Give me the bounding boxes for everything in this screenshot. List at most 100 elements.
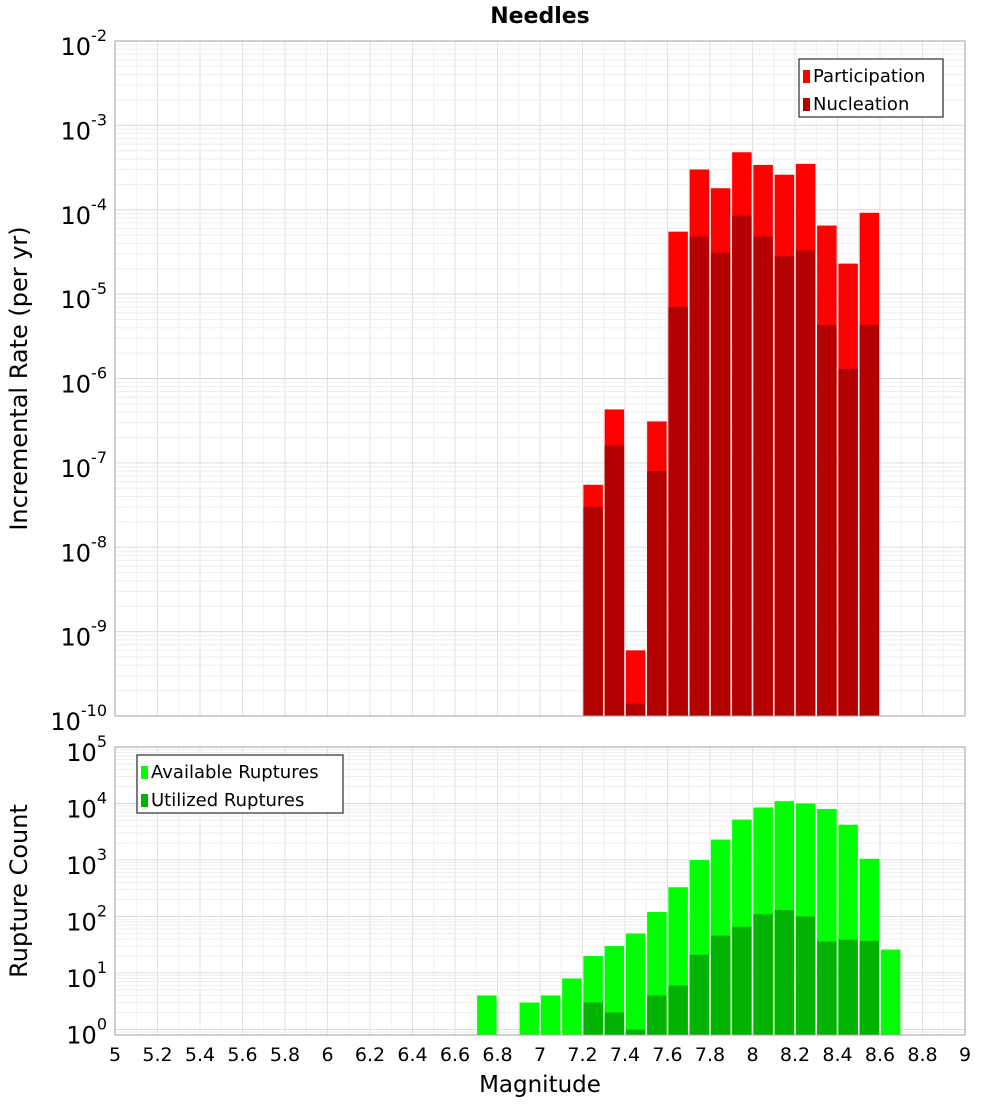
- y-tick-base: 10: [61, 286, 92, 314]
- y-tick-base: 10: [61, 202, 92, 230]
- y-tick-exponent: -3: [91, 110, 107, 129]
- x-tick-label: 5.6: [227, 1044, 257, 1066]
- legend-label: Participation: [813, 66, 925, 87]
- bar: [838, 368, 858, 716]
- x-axis-label: Magnitude: [479, 1072, 601, 1098]
- bar: [668, 985, 688, 1035]
- bar: [817, 941, 837, 1035]
- legend-label: Nucleation: [813, 94, 909, 115]
- y-tick-label: 10-2: [61, 26, 108, 61]
- legend: Available Ruptures Utilized Ruptures: [136, 754, 344, 814]
- bar: [732, 926, 752, 1035]
- y-tick-exponent: 0: [97, 1015, 107, 1034]
- y-tick-exponent: 5: [97, 732, 107, 751]
- y-tick-base: 10: [61, 371, 92, 399]
- y-tick-base: 10: [66, 909, 97, 937]
- legend-label: Available Ruptures: [151, 762, 319, 783]
- x-tick-label: 6: [321, 1044, 333, 1066]
- x-tick-label: 6.6: [440, 1044, 470, 1066]
- y-tick-label: 101: [66, 958, 107, 993]
- rate-panel: 10-1010-910-810-710-610-510-410-310-2Inc…: [5, 4, 966, 736]
- bar: [732, 215, 752, 717]
- bar: [859, 325, 880, 716]
- bar: [838, 939, 858, 1035]
- y-tick-label: 102: [66, 902, 107, 937]
- bar: [689, 954, 710, 1035]
- y-axis-label: Incremental Rate (per yr): [5, 226, 33, 530]
- x-tick-label: 5.4: [185, 1044, 215, 1066]
- y-tick-exponent: 4: [97, 789, 107, 808]
- legend: Participation Nucleation: [798, 58, 944, 118]
- y-tick-base: 10: [61, 455, 92, 483]
- y-tick-base: 10: [66, 852, 97, 880]
- bar: [540, 995, 561, 1035]
- x-tick-label: 5: [109, 1044, 121, 1066]
- bar: [625, 703, 646, 716]
- x-tick-label: 8.4: [822, 1044, 852, 1066]
- bar: [689, 236, 710, 716]
- bar: [668, 307, 688, 716]
- legend-box: [136, 754, 344, 814]
- bar: [880, 949, 901, 1035]
- bar: [753, 236, 773, 716]
- y-tick-base: 10: [50, 708, 81, 736]
- legend-swatch: [141, 766, 148, 779]
- x-tick-label: 8.2: [780, 1044, 810, 1066]
- chart-title: Needles: [490, 4, 590, 29]
- bar: [753, 914, 773, 1035]
- x-tick-label: 8.8: [907, 1044, 937, 1066]
- bar: [583, 506, 603, 716]
- x-tick-label: 5.2: [142, 1044, 172, 1066]
- x-tick-labels: 5 5.2 5.4 5.6 5.8 6 6.2 6.4 6.6 6.8 7 7.2 7.4 7.6 7.8 8…: [109, 1044, 971, 1066]
- bar: [625, 1029, 646, 1035]
- y-tick-base: 10: [61, 33, 92, 61]
- y-tick-label: 100: [66, 1015, 107, 1050]
- y-tick-label: 10-7: [61, 448, 108, 483]
- plot-frame: [114, 40, 966, 717]
- y-tick-label: 10-6: [61, 364, 108, 399]
- y-tick-base: 10: [61, 539, 92, 567]
- bar: [774, 910, 795, 1035]
- y-tick-label: 10-8: [61, 532, 108, 567]
- bar: [477, 995, 497, 1035]
- bar: [859, 940, 880, 1035]
- y-tick-base: 10: [66, 739, 97, 767]
- bar: [625, 650, 646, 716]
- bar: [710, 935, 731, 1035]
- bar: [795, 250, 816, 717]
- x-tick-label: 7: [534, 1044, 546, 1066]
- y-tick-exponent: -6: [91, 364, 107, 383]
- bar: [583, 1002, 603, 1035]
- x-tick-label: 6.4: [397, 1044, 427, 1066]
- legend-label: Utilized Ruptures: [151, 790, 304, 811]
- y-tick-label: 10-5: [61, 279, 108, 314]
- bar: [604, 445, 625, 716]
- y-tick-label: 10-4: [61, 195, 108, 230]
- y-tick-base: 10: [61, 117, 92, 145]
- y-tick-exponent: -5: [91, 279, 107, 298]
- series-nucleation: [583, 215, 880, 717]
- legend-swatch: [141, 794, 148, 807]
- y-tick-label: 10-9: [61, 617, 108, 652]
- bar: [817, 325, 837, 716]
- x-tick-label: 8.6: [865, 1044, 895, 1066]
- grid-lines: [114, 746, 966, 1036]
- bar: [519, 1002, 540, 1035]
- x-tick-label: 7.2: [567, 1044, 597, 1066]
- y-tick-base: 10: [66, 1022, 97, 1050]
- bar: [647, 471, 667, 716]
- y-axis-label: Rupture Count: [5, 804, 33, 978]
- y-tick-exponent: -4: [91, 195, 107, 214]
- y-tick-base: 10: [66, 796, 97, 824]
- y-tick-exponent: 2: [97, 902, 107, 921]
- y-tick-label: 10-3: [61, 110, 108, 145]
- bar: [795, 916, 816, 1035]
- x-tick-label: 8: [746, 1044, 758, 1066]
- y-tick-exponent: -7: [91, 448, 107, 467]
- plot-frame: [114, 746, 966, 1036]
